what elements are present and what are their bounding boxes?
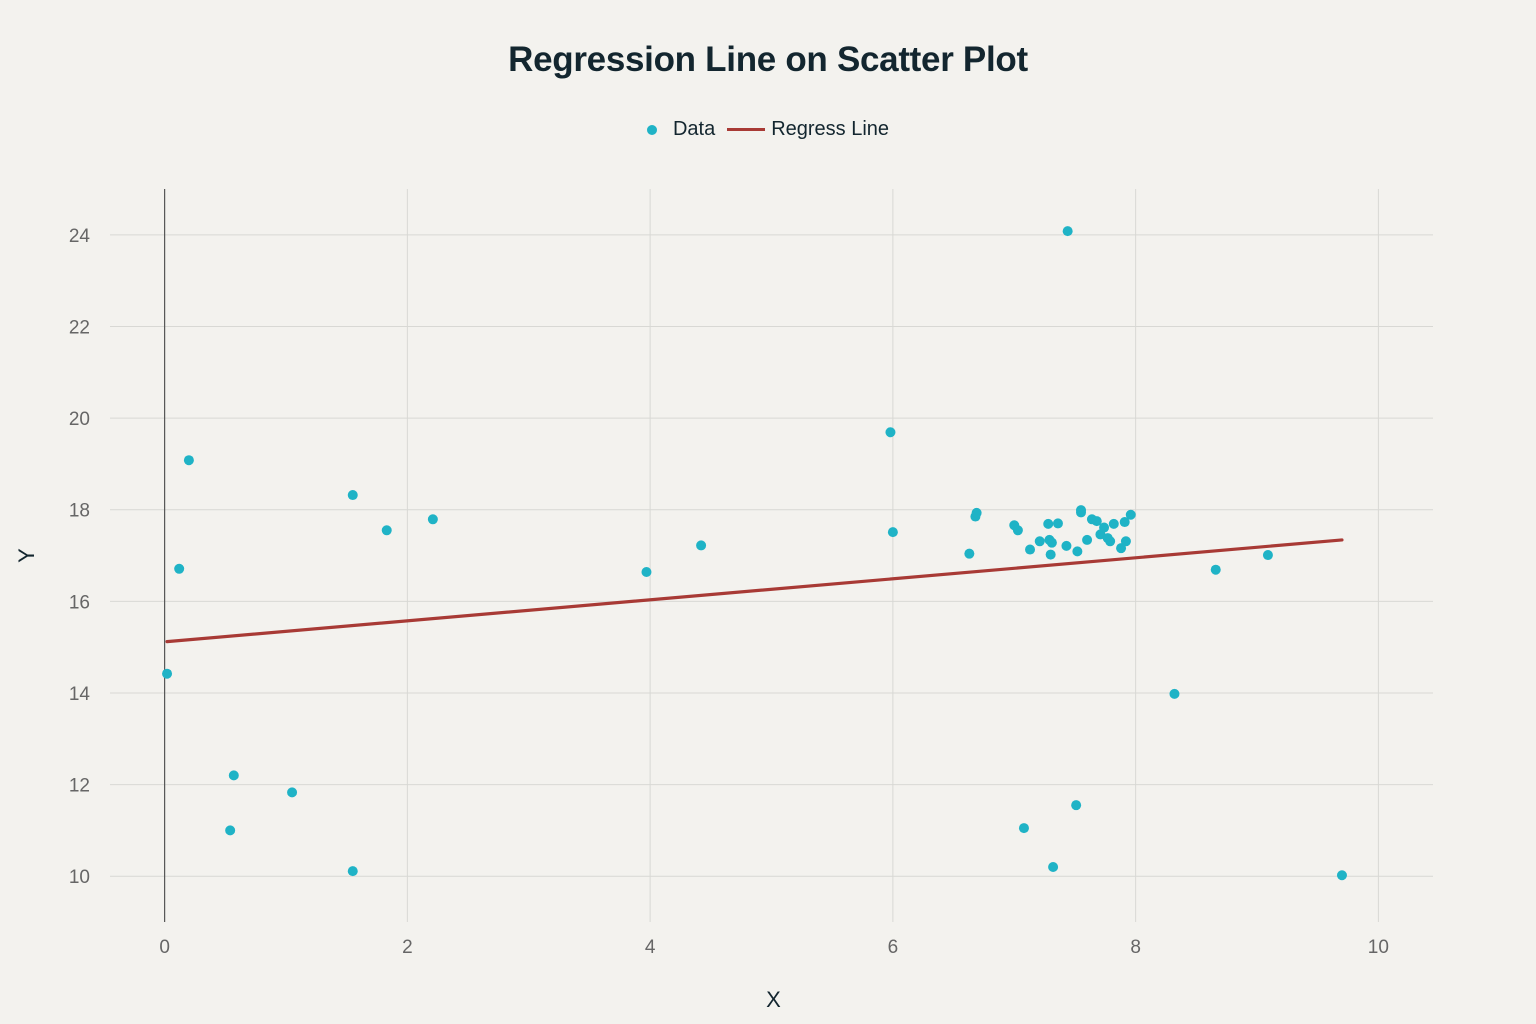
legend[interactable]: Data Regress Line [0,118,1536,141]
y-tick-label: 16 [69,592,90,613]
data-point[interactable] [347,866,358,877]
data-point[interactable] [1043,518,1054,529]
y-axis-label: Y [14,548,39,563]
x-tick-label: 8 [1130,937,1141,958]
data-point[interactable] [1045,549,1056,560]
data-point[interactable] [971,507,982,518]
data-point[interactable] [1048,862,1059,873]
data-point[interactable] [1082,534,1093,545]
y-tick-label: 14 [69,684,91,705]
data-point[interactable] [1071,800,1082,811]
data-point[interactable] [1046,537,1057,548]
x-tick-label: 4 [645,937,656,958]
y-tick-label: 12 [69,776,90,797]
data-point[interactable] [1262,550,1273,561]
data-point[interactable] [1125,509,1136,520]
x-tick-label: 6 [888,937,899,958]
data-point[interactable] [1062,226,1073,237]
regression-line [165,538,1344,644]
data-point[interactable] [1099,522,1110,533]
data-point[interactable] [162,668,173,679]
y-tick-label: 10 [69,867,90,888]
data-point[interactable] [174,563,185,574]
y-tick-label: 22 [69,317,90,338]
data-point[interactable] [641,566,652,577]
y-tick-label: 24 [69,226,91,247]
data-point[interactable] [885,427,896,438]
y-tick-label: 20 [69,409,90,430]
data-point[interactable] [1119,517,1130,528]
data-point[interactable] [381,525,392,536]
data-point[interactable] [1169,688,1180,699]
chart-title: Regression Line on Scatter Plot [508,40,1028,79]
y-tick-label: 18 [69,501,90,522]
data-point[interactable] [1025,544,1036,555]
data-point[interactable] [1076,505,1087,516]
x-tick-label: 10 [1368,937,1389,958]
data-point[interactable] [1018,823,1029,834]
data-point[interactable] [1120,536,1131,547]
data-point[interactable] [964,548,975,559]
data-point[interactable] [1108,518,1119,529]
data-point[interactable] [225,825,236,836]
data-point[interactable] [1034,536,1045,547]
data-point[interactable] [1072,546,1083,557]
legend-item-data[interactable]: Data [646,118,716,141]
data-point[interactable] [1210,564,1221,575]
legend-label-data: Data [672,118,716,140]
data-point[interactable] [1336,870,1347,881]
data-point[interactable] [427,514,438,525]
data-point[interactable] [287,787,298,798]
legend-line-marker [727,128,766,131]
data-point[interactable] [1052,518,1063,529]
data-point[interactable] [887,527,898,538]
data-point[interactable] [183,455,194,466]
legend-label-regress-line: Regress Line [771,118,890,140]
data-point[interactable] [1105,536,1116,547]
data-point[interactable] [1091,516,1102,527]
legend-data-marker [646,124,657,135]
x-axis-label: X [766,987,781,1012]
data-point[interactable] [228,770,239,781]
data-point[interactable] [1012,525,1023,536]
legend-item-regress-line[interactable]: Regress Line [727,118,889,141]
data-point[interactable] [347,490,358,501]
data-point[interactable] [696,540,707,551]
data-point[interactable] [1061,540,1072,551]
x-tick-label: 2 [402,937,413,958]
x-tick-label: 0 [159,937,170,958]
